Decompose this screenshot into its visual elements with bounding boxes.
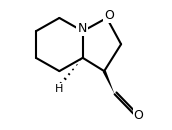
- Text: N: N: [77, 22, 87, 35]
- Text: O: O: [134, 109, 144, 122]
- Polygon shape: [103, 70, 115, 94]
- Text: O: O: [104, 9, 114, 22]
- Text: H: H: [55, 84, 63, 94]
